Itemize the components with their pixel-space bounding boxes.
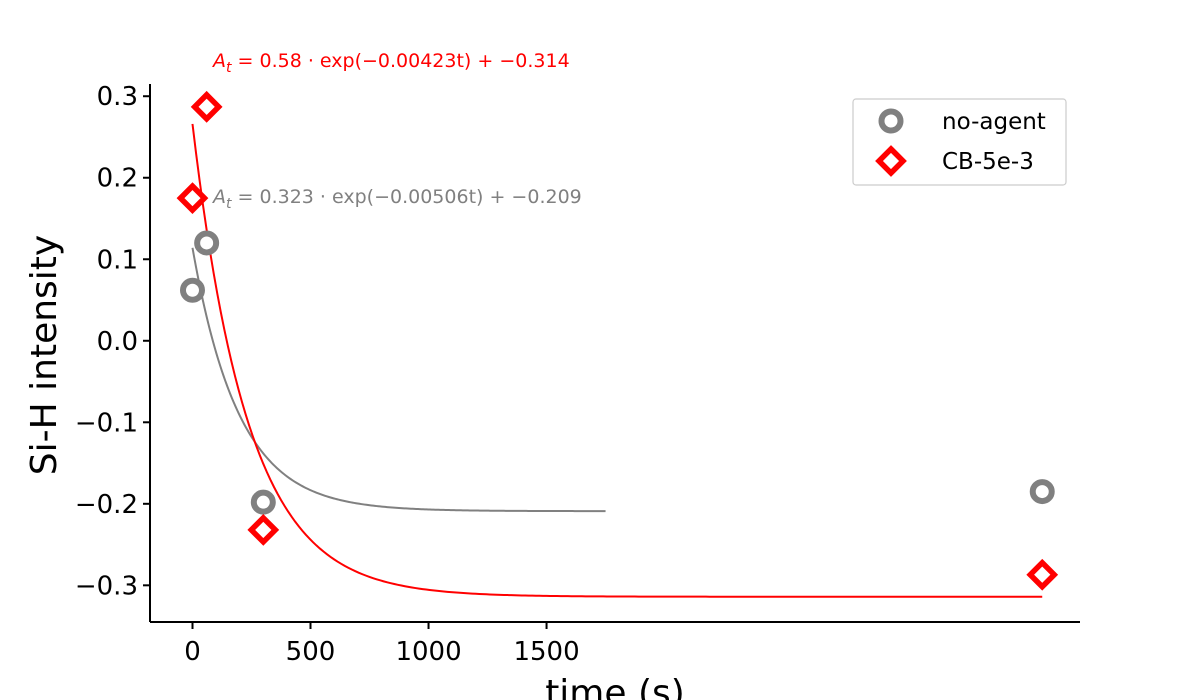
fit-equation-no-agent: At = 0.323 · exp(−0.00506t) + −0.209 [211, 186, 582, 212]
marker-CB-5e-3 [247, 513, 280, 546]
legend-marker-CB-5e-3 [875, 145, 907, 177]
y-axis-title: Si-H intensity [24, 235, 65, 475]
fit-curve-no-agent [191, 247, 606, 513]
marker-CB-5e-3 [1026, 558, 1059, 591]
marker-no-agent [250, 489, 276, 515]
legend-items: no-agent CB-5e-3 [875, 108, 1046, 177]
y-tick-label: 0.3 [97, 82, 138, 112]
legend: no-agent CB-5e-3 [852, 98, 1067, 186]
y-tick-label: 0.0 [97, 327, 138, 357]
marker-no-agent [194, 230, 220, 256]
legend-label-no-agent: no-agent [942, 109, 1046, 135]
y-tick-label: −0.3 [75, 571, 138, 601]
y-tick-label: 0.2 [97, 164, 138, 194]
y-tick-label: −0.1 [75, 408, 138, 438]
x-ticks: 0 500 1000 1500 [184, 622, 580, 667]
fit-equations: At = 0.323 · exp(−0.00506t) + −0.209 At =… [211, 50, 582, 212]
data-markers [176, 90, 1059, 591]
x-axis-title: time (s) [545, 673, 685, 700]
fit-equation-CB-5e-3: At = 0.58 · exp(−0.00423t) + −0.314 [211, 50, 570, 76]
marker-CB-5e-3 [176, 182, 209, 215]
y-tick-label: 0.1 [97, 245, 138, 275]
marker-no-agent [1029, 479, 1055, 505]
marker-no-agent [179, 277, 205, 303]
legend-label-CB-5e-3: CB-5e-3 [942, 149, 1034, 175]
x-tick-label: 0 [184, 637, 201, 667]
x-tick-label: 1000 [395, 637, 461, 667]
fit-curve-CB-5e-3 [191, 123, 1043, 598]
y-ticks: 0.3 0.2 0.1 0.0 −0.1 −0.2 −0.3 [75, 82, 150, 601]
legend-marker-no-agent [878, 108, 904, 134]
x-tick-label: 500 [286, 637, 336, 667]
legend-frame [852, 98, 1067, 186]
fit-curves [191, 123, 1043, 598]
x-tick-label: 1500 [513, 637, 579, 667]
marker-CB-5e-3 [190, 90, 223, 123]
y-tick-label: −0.2 [75, 490, 138, 520]
